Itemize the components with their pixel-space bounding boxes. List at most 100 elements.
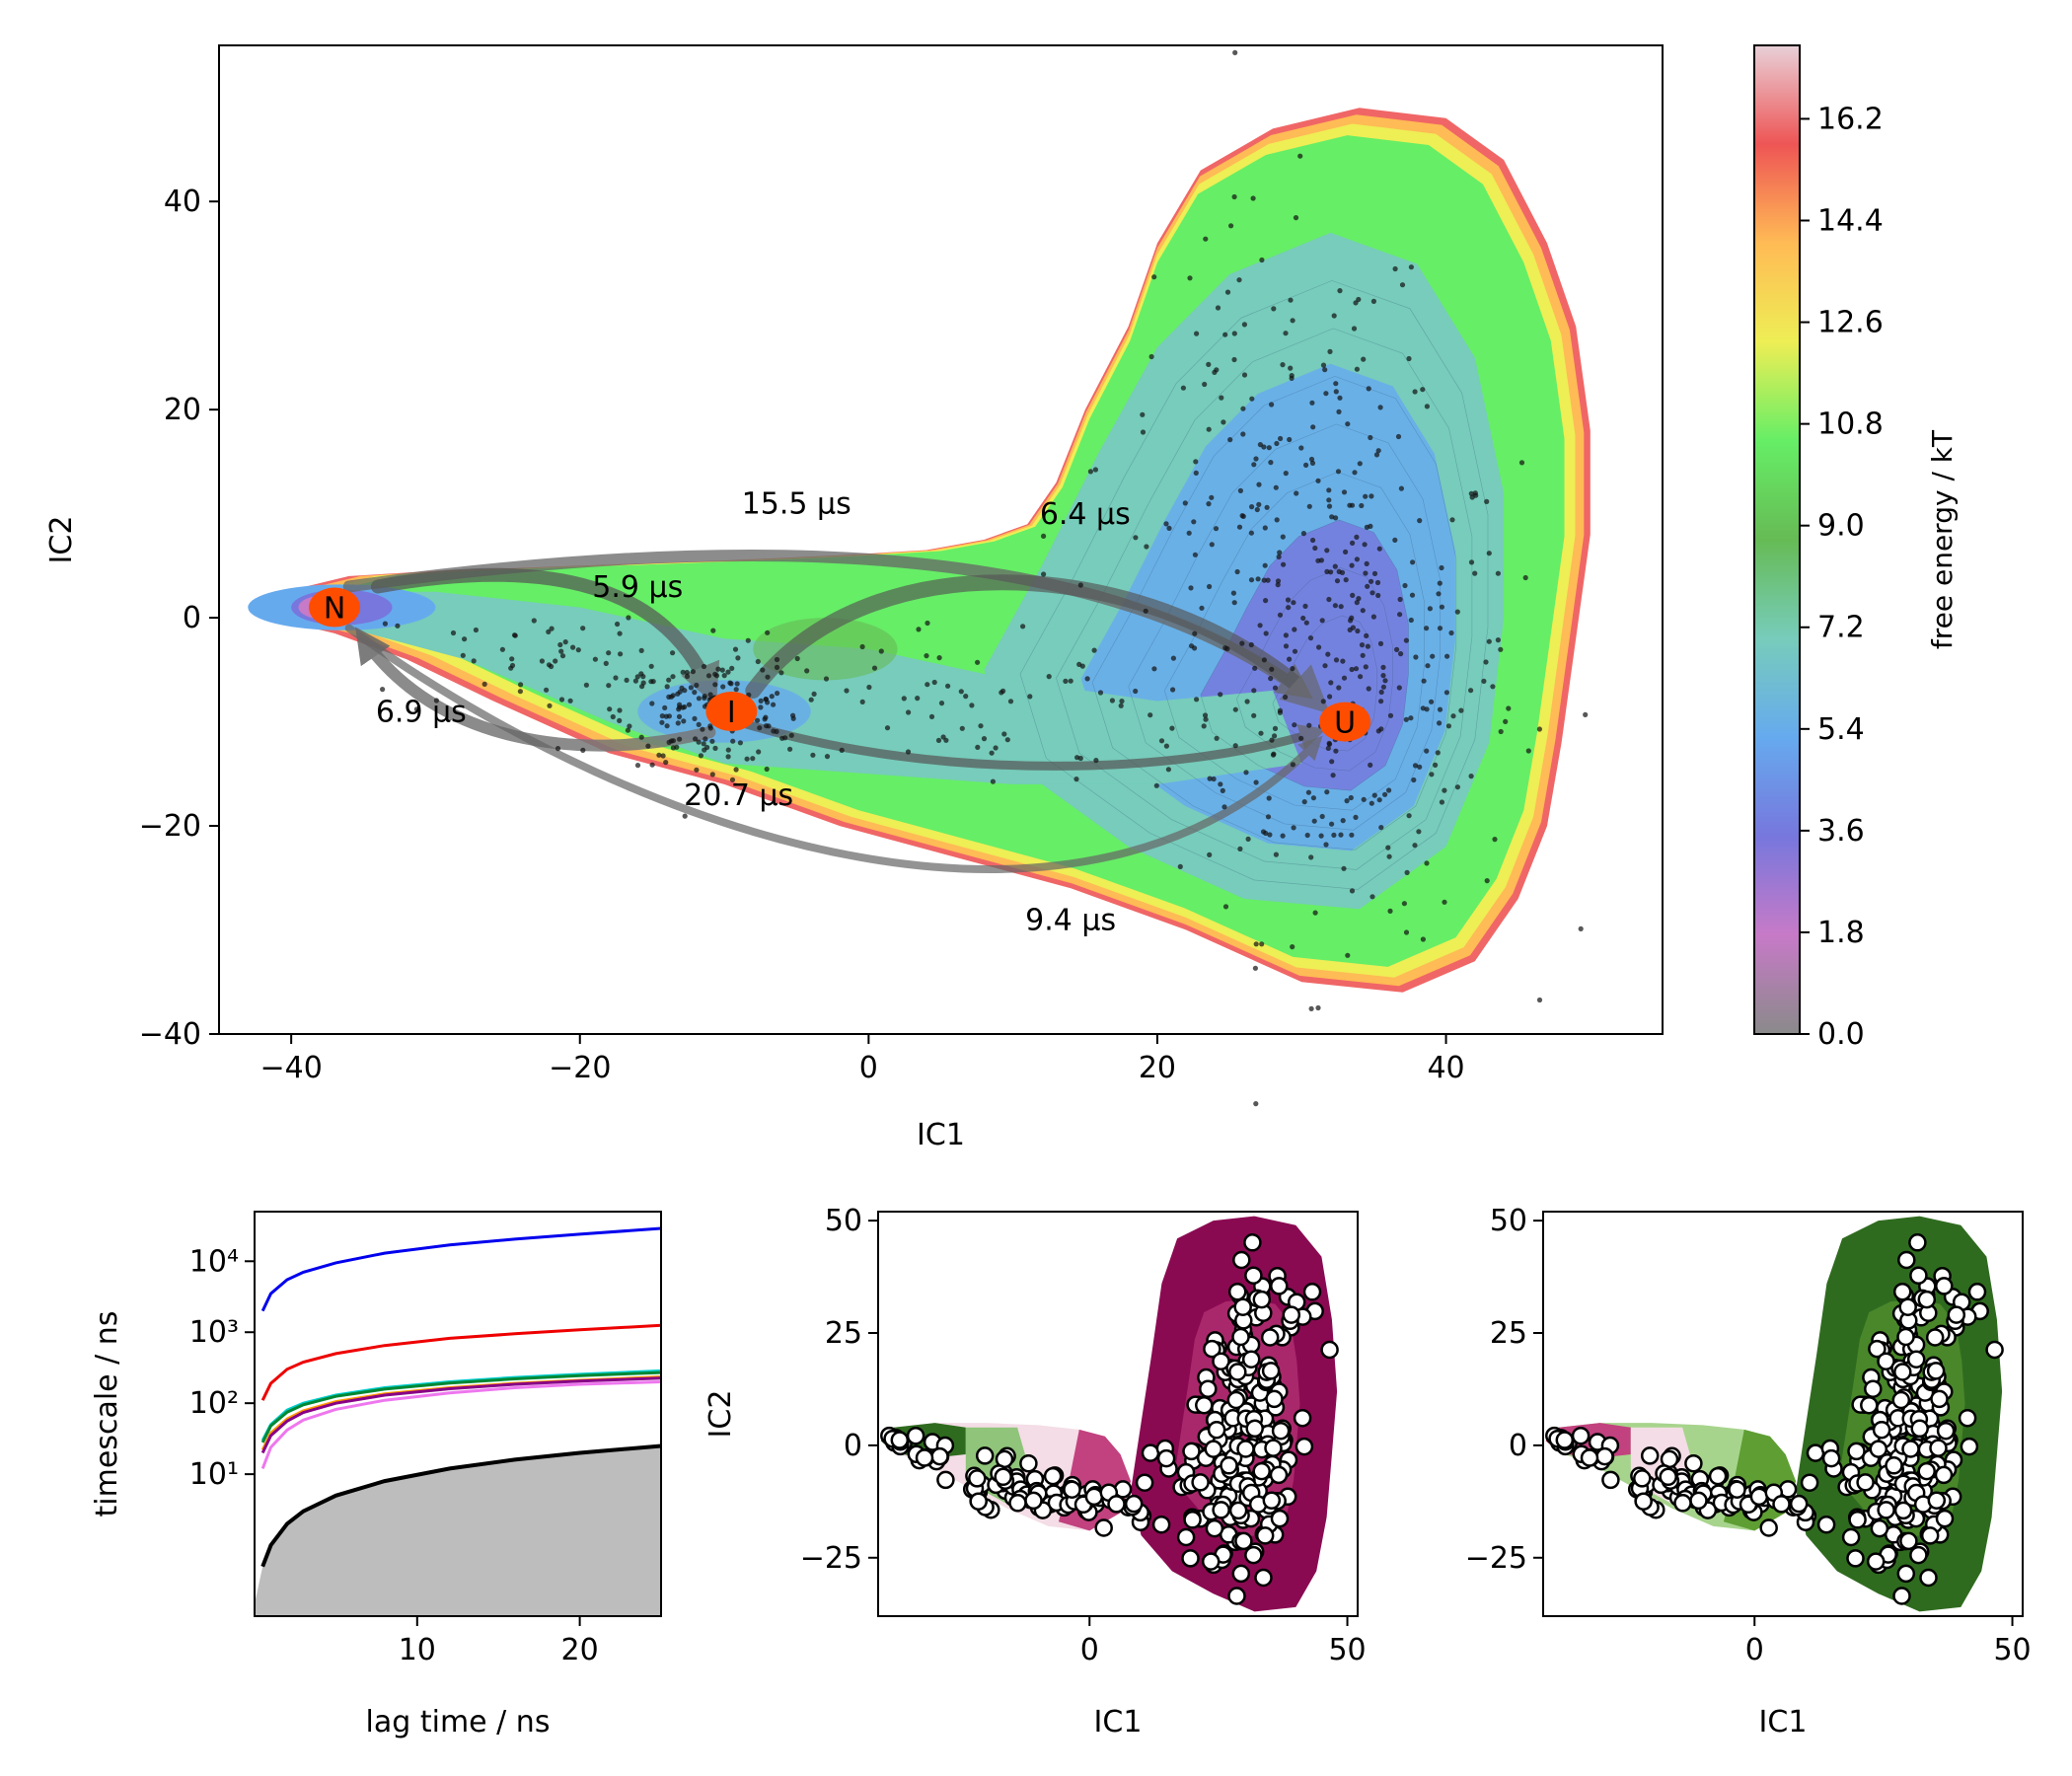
sample-point bbox=[1378, 726, 1384, 732]
state-sample-marker bbox=[1800, 1473, 1819, 1492]
sample-point bbox=[1220, 787, 1225, 794]
sample-point bbox=[1333, 748, 1339, 754]
transition-label: 5.9 μs bbox=[592, 570, 683, 605]
sample-point bbox=[1269, 402, 1275, 407]
state-sample-marker bbox=[1910, 1419, 1929, 1439]
sample-point bbox=[615, 621, 621, 628]
sample-point bbox=[433, 698, 439, 703]
sample-point bbox=[1322, 663, 1328, 669]
sample-point bbox=[692, 690, 698, 696]
sample-point bbox=[1468, 774, 1474, 779]
contour-line bbox=[1236, 567, 1393, 772]
transition-label: 9.4 μs bbox=[1025, 904, 1116, 938]
sample-point bbox=[1253, 1101, 1259, 1107]
sample-point bbox=[1339, 569, 1346, 576]
y-tick-label: 25 bbox=[825, 1316, 862, 1351]
state-sample-marker bbox=[1234, 1531, 1253, 1551]
sample-point bbox=[725, 747, 731, 753]
sample-point bbox=[1366, 386, 1371, 392]
sample-point bbox=[1292, 722, 1297, 728]
colorbar-tick-label: 7.2 bbox=[1817, 611, 1865, 645]
sample-point bbox=[878, 648, 884, 654]
state-sample-marker bbox=[1264, 1439, 1283, 1457]
state-sample-marker bbox=[1935, 1509, 1955, 1528]
sample-point bbox=[680, 669, 686, 675]
sample-point bbox=[1397, 612, 1403, 618]
timescale-x-ticks: 10 20 bbox=[399, 1616, 599, 1667]
sample-point bbox=[808, 697, 814, 703]
state-sample-marker bbox=[1320, 1340, 1339, 1360]
state-sample-marker bbox=[1183, 1511, 1202, 1529]
contour-line bbox=[1128, 423, 1441, 831]
sample-point bbox=[1215, 305, 1221, 311]
sample-point bbox=[1333, 389, 1339, 395]
sample-point bbox=[682, 813, 688, 819]
sample-point bbox=[1227, 437, 1233, 443]
state-sample-marker bbox=[1877, 1352, 1895, 1370]
state-sample-marker bbox=[1947, 1305, 1966, 1324]
sample-point bbox=[1165, 767, 1171, 773]
sample-point bbox=[1365, 583, 1370, 589]
sample-point bbox=[1398, 485, 1404, 491]
sample-point bbox=[1302, 603, 1308, 610]
y-tick-label: 10⁴ bbox=[189, 1244, 239, 1279]
state-sample-marker bbox=[1232, 1250, 1251, 1270]
sample-point bbox=[648, 663, 654, 669]
sample-point bbox=[553, 658, 558, 664]
sample-point bbox=[1277, 550, 1283, 555]
sample-point bbox=[787, 746, 793, 752]
sample-point bbox=[1424, 860, 1430, 866]
x-tick-label: 0 bbox=[1080, 1633, 1099, 1667]
timescale-series-line bbox=[260, 1443, 662, 1568]
state-marker-label: U bbox=[1334, 706, 1356, 741]
sample-point bbox=[694, 682, 700, 689]
sample-point bbox=[775, 691, 780, 697]
sample-point bbox=[1209, 542, 1215, 548]
sample-point bbox=[1221, 804, 1227, 810]
sample-point bbox=[1382, 678, 1388, 684]
sample-point bbox=[1341, 675, 1348, 681]
sample-point bbox=[1263, 598, 1269, 604]
sample-point bbox=[698, 753, 704, 759]
sample-point bbox=[649, 701, 655, 706]
sample-point bbox=[1326, 596, 1332, 603]
sample-point bbox=[1280, 534, 1286, 540]
sample-point bbox=[1430, 653, 1436, 659]
sample-point bbox=[1237, 487, 1243, 493]
state-sample-marker bbox=[1205, 1518, 1224, 1538]
state-sample-marker bbox=[1896, 1327, 1915, 1347]
sample-point bbox=[1004, 737, 1010, 743]
sample-point bbox=[701, 741, 706, 747]
sample-point bbox=[684, 669, 690, 676]
sample-point bbox=[1336, 408, 1342, 414]
sample-point bbox=[859, 699, 865, 705]
sample-point bbox=[1133, 688, 1139, 695]
sample-point bbox=[1354, 600, 1360, 606]
sample-point bbox=[790, 715, 796, 721]
sample-point bbox=[928, 713, 935, 720]
sample-point bbox=[1166, 525, 1172, 532]
state-sample-marker bbox=[1204, 1440, 1223, 1458]
state-sample-marker bbox=[1207, 1420, 1226, 1440]
state-sample-marker bbox=[1985, 1340, 2004, 1360]
sample-point bbox=[1007, 699, 1014, 704]
sample-point bbox=[1492, 837, 1498, 843]
sample-point bbox=[1473, 492, 1479, 498]
sample-points bbox=[380, 49, 1589, 1107]
sample-point bbox=[1248, 641, 1254, 648]
sample-point bbox=[1268, 676, 1274, 682]
sample-point bbox=[1350, 540, 1356, 547]
colorbar-tick-label: 5.4 bbox=[1817, 712, 1865, 747]
sample-point bbox=[1041, 571, 1047, 577]
state-sample-marker bbox=[1925, 1328, 1945, 1347]
transition-label: 6.9 μs bbox=[376, 696, 467, 730]
sample-point bbox=[1337, 395, 1343, 401]
sample-point bbox=[1265, 577, 1271, 583]
sample-point bbox=[925, 620, 930, 627]
projection-1-points bbox=[880, 1233, 1339, 1605]
sample-point bbox=[692, 715, 698, 722]
sample-point bbox=[1269, 737, 1275, 743]
sample-point bbox=[1316, 644, 1322, 650]
sample-point bbox=[1240, 431, 1246, 437]
x-tick-label: −40 bbox=[259, 1051, 322, 1085]
